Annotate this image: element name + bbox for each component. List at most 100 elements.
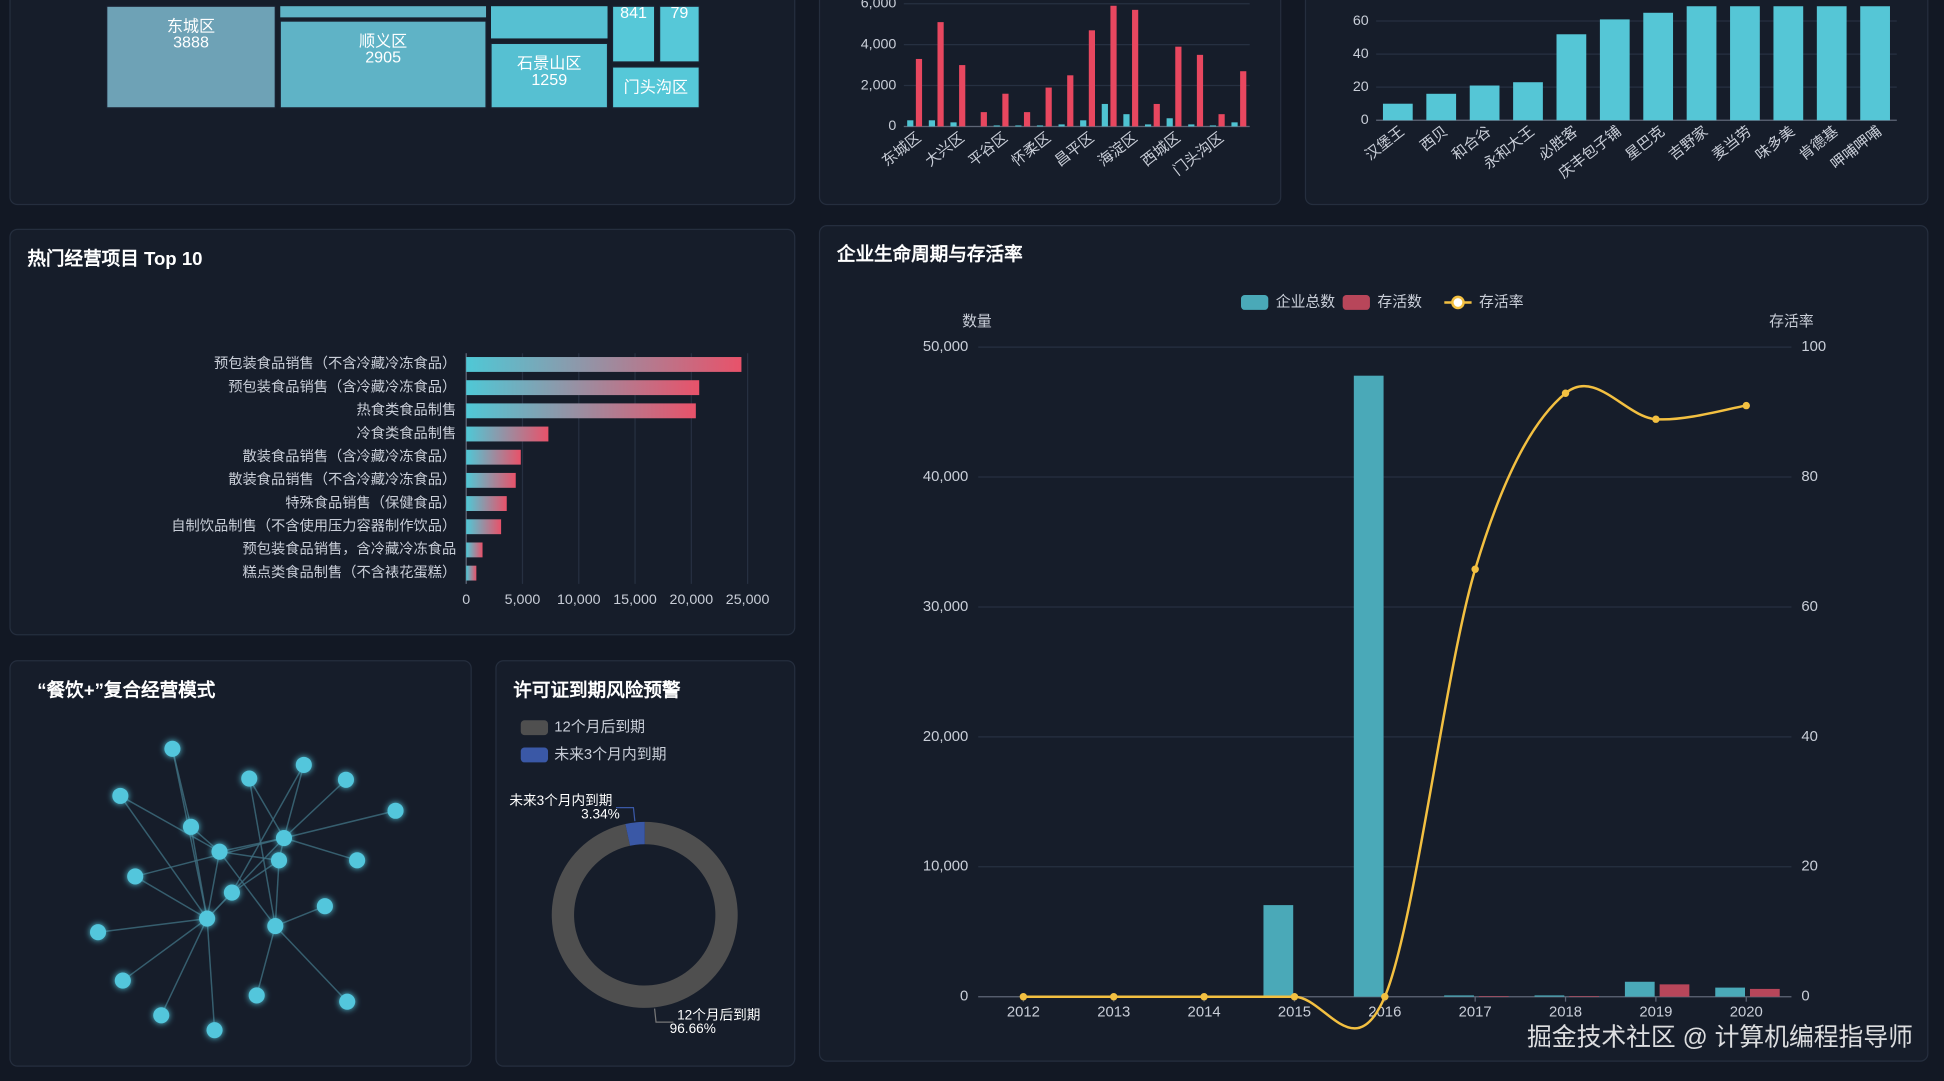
bars (907, 5, 1247, 127)
legend-marker (1451, 295, 1465, 310)
y2-tick-label: 100 (1801, 339, 1826, 355)
bar (466, 565, 477, 581)
graph-edge (119, 795, 220, 853)
line-point (1200, 992, 1208, 1001)
graph-edge (122, 918, 208, 982)
pie-slice (625, 821, 645, 846)
bar (950, 122, 957, 127)
bar (1196, 54, 1204, 127)
bar (1036, 125, 1044, 127)
graph-node (275, 829, 293, 847)
graph-edge (190, 826, 208, 919)
y-tick-label: 40 (1353, 46, 1369, 62)
x-tick-label: 2017 (1459, 1005, 1492, 1021)
y-tick-label: 自制饮品制售（不含使用压力容器制作饮品） (171, 518, 456, 535)
treemap-cell (279, 20, 487, 109)
y-tick-label: 40,000 (923, 469, 968, 485)
bar (1715, 987, 1746, 997)
graph-edge (275, 905, 326, 927)
bar (1444, 995, 1474, 997)
bar (466, 380, 700, 396)
bar (1123, 114, 1130, 127)
graph-node (182, 818, 200, 835)
treemap-cell (611, 5, 656, 63)
line (1023, 385, 1747, 1030)
pie-label: 12个月后到期 (677, 1008, 760, 1023)
bar (1353, 375, 1384, 997)
bar (1556, 34, 1587, 121)
bar (1080, 120, 1087, 127)
bar (1426, 93, 1457, 121)
bar (1478, 996, 1509, 997)
graph-edge (160, 918, 208, 1016)
pie-value-label: 3.34% (581, 807, 620, 822)
bar (1643, 12, 1674, 121)
graph-edge (218, 851, 276, 927)
graph-edge (219, 850, 280, 862)
bar (1188, 124, 1195, 127)
leader-line (653, 1008, 674, 1023)
legend-label: 存活数 (1377, 293, 1422, 310)
bar (466, 403, 696, 419)
graph-edge (248, 778, 277, 927)
bar (466, 426, 549, 442)
bar (1686, 6, 1717, 121)
graph-node (199, 910, 216, 927)
graph-edge (231, 859, 280, 894)
bar (466, 542, 483, 558)
line-point (1290, 992, 1299, 1001)
pie-value-label: 96.66% (670, 1021, 716, 1036)
y-tick-label: 散装食品销售（含冷藏冷冻食品） (243, 447, 457, 465)
treemap-cell (658, 5, 700, 63)
y-tick-label: 0 (960, 989, 968, 1005)
treemap-value: 2905 (365, 49, 401, 67)
bar (1088, 30, 1095, 127)
y-tick-label: 散装食品销售（不含冷藏冷冻食品） (228, 470, 456, 488)
graph-node (349, 852, 366, 869)
x-tick-label: 2018 (1549, 1005, 1582, 1021)
bar (1058, 124, 1065, 127)
line-point (1471, 565, 1479, 573)
y-tick-label: 0 (1361, 112, 1369, 128)
bar (466, 472, 516, 488)
line-point (1110, 992, 1118, 1001)
x-tick-label: 20,000 (670, 592, 714, 608)
y-axis-title: 数量 (962, 313, 992, 330)
bar (1218, 114, 1225, 127)
treemap-cell (280, 6, 487, 18)
x-tick-label: 5,000 (505, 592, 541, 608)
graph-node (114, 972, 131, 989)
bar (1749, 988, 1780, 997)
graph-node (206, 1022, 223, 1039)
bar (1132, 9, 1139, 127)
y-tick-label: 预包装食品销售（含冷藏冷冻食品） (228, 377, 456, 395)
bar (1860, 6, 1890, 121)
legend-label: 存活率 (1479, 293, 1524, 310)
graph-node (89, 924, 107, 941)
y-tick-label: 50,000 (923, 339, 968, 355)
y2-tick-label: 0 (1801, 989, 1809, 1005)
graph-node (248, 987, 265, 1004)
legend-label: 企业总数 (1276, 292, 1336, 310)
graph-edge (248, 778, 285, 839)
graph-edge (134, 875, 208, 920)
graph-edge (255, 925, 277, 996)
line-point (1652, 415, 1660, 423)
graph-node (112, 787, 129, 804)
bar (1730, 6, 1760, 121)
bar (1023, 112, 1031, 127)
graph-node (316, 898, 333, 915)
graph-edge (119, 795, 208, 920)
x-tick-label: 2013 (1097, 1005, 1130, 1021)
graph-edge (274, 925, 348, 1003)
bar (1513, 82, 1543, 121)
bar (1110, 5, 1117, 127)
bar (1263, 905, 1294, 997)
graph-edge (206, 851, 221, 919)
y-tick-label: 预包装食品销售（不含冷藏冷冻食品） (214, 354, 456, 372)
bar (1382, 103, 1413, 121)
bar (980, 112, 987, 127)
y-tick-label: 10,000 (923, 859, 968, 875)
graph-edge (274, 860, 280, 927)
graph-node (267, 917, 284, 935)
